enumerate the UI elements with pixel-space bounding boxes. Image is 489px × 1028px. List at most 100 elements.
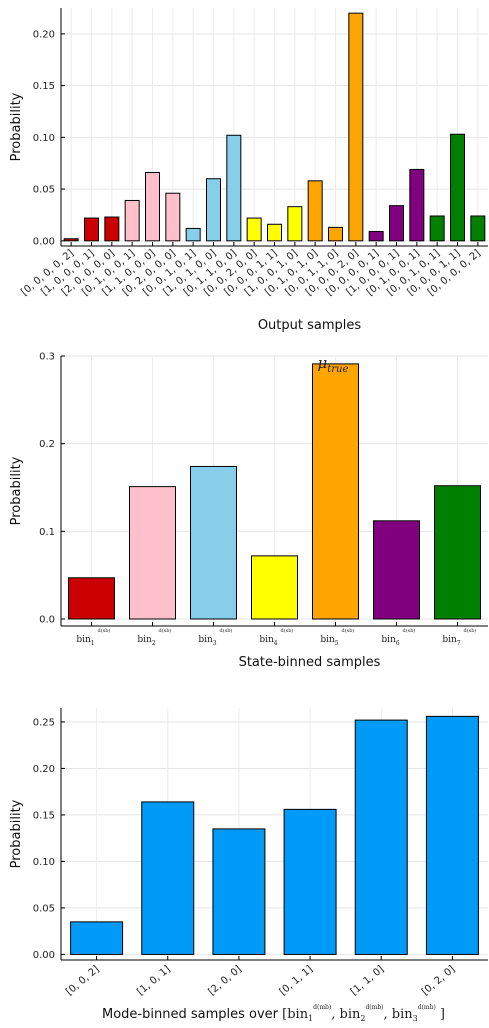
x-tick-label: bin7 (442, 635, 460, 647)
x-axis-math-index: 1 (308, 1014, 313, 1023)
mu-true-annotation: μtrue (318, 354, 349, 375)
y-tick-label: 0.15 (33, 81, 55, 92)
x-axis-math-prefix: bin (392, 1007, 413, 1022)
x-axis-title-text: Mode-binned samples over (102, 1007, 279, 1022)
bar-13 (307, 180, 323, 242)
x-axis-math-index: 2 (360, 1014, 365, 1023)
bar-3 (190, 465, 237, 620)
bar-1 (70, 921, 124, 955)
bar-5 (145, 172, 160, 242)
x-tick-label: bin2 (137, 635, 155, 647)
y-tick-label: 0.05 (33, 185, 55, 196)
x-axis-math-sep: ] (436, 1007, 445, 1022)
x-tick-superscript: d(sb) (403, 627, 416, 634)
x-axis-math-sup: d(mb) (313, 1004, 331, 1011)
bar-3 (212, 828, 266, 955)
bar-7 (185, 227, 201, 242)
x-axis-math-sup: d(mb) (365, 1004, 383, 1011)
y-tick-label: 0.2 (39, 439, 55, 450)
x-axis-title: State-binned samples (239, 655, 381, 670)
x-tick-prefix: bin (381, 635, 396, 645)
x-tick-label: [1, 1, 0] (349, 964, 386, 998)
x-axis-math-sep: , (331, 1007, 339, 1022)
x-tick-index: 1 (91, 640, 95, 647)
x-tick-index: 3 (213, 640, 217, 647)
mu-symbol: μ (318, 354, 328, 372)
x-axis-title: Output samples (258, 318, 362, 333)
y-axis-title: Probability (9, 92, 24, 161)
x-tick-superscript: d(sb) (281, 627, 294, 634)
x-tick-label: [2, 0, 0] (206, 964, 243, 998)
x-axis-math-prefix: bin (340, 1007, 361, 1022)
x-tick-label: bin3 (198, 635, 216, 647)
output-samples-panel: 0.000.050.100.150.20[0, 0, 0, 0, 2][1, 0… (9, 8, 488, 333)
y-tick-label: 0.15 (33, 810, 55, 821)
bar-21 (470, 215, 486, 242)
y-tick-label: 0.10 (33, 857, 55, 868)
x-tick-index: 2 (152, 640, 156, 647)
y-tick-label: 0.10 (33, 133, 55, 144)
y-tick-label: 0.25 (33, 717, 55, 728)
x-tick-prefix: bin (76, 635, 91, 645)
x-tick-superscript: d(sb) (220, 627, 233, 634)
x-tick-prefix: bin (442, 635, 457, 645)
x-tick-superscript: d(sb) (98, 627, 111, 634)
x-tick-label: bin1 (76, 635, 94, 647)
bar-11 (267, 223, 282, 242)
y-tick-label: 0.05 (33, 903, 55, 914)
bar-3 (104, 216, 120, 242)
bar-2 (141, 801, 195, 955)
y-tick-label: 0.00 (33, 236, 55, 247)
bar-9 (226, 134, 242, 242)
state-binned-panel: 0.00.10.20.3bin1d(sb)bin2d(sb)bin3d(sb)b… (9, 352, 488, 670)
x-tick-label: [1, 0, 1] (135, 964, 172, 998)
bar-18 (409, 168, 425, 242)
x-tick-label: bin4 (259, 635, 277, 647)
x-tick-superscript: d(sb) (159, 627, 172, 634)
bar-19 (429, 215, 445, 242)
y-tick-label: 0.0 (39, 614, 55, 625)
bar-20 (450, 133, 465, 242)
y-tick-label: 0.20 (33, 764, 55, 775)
y-axis-title: Probability (9, 799, 24, 868)
y-tick-label: 0.20 (33, 29, 55, 40)
x-axis-math-prefix: bin (287, 1007, 308, 1022)
x-axis-math-open: [ (278, 1007, 287, 1022)
x-tick-prefix: bin (320, 635, 335, 645)
bar-5 (312, 363, 359, 620)
bar-10 (246, 217, 262, 242)
x-axis-math-index: 3 (413, 1014, 418, 1023)
bar-4 (251, 555, 298, 620)
x-tick-prefix: bin (198, 635, 213, 645)
bar-5 (354, 719, 408, 955)
bar-2 (129, 486, 176, 620)
y-axis-title: Probability (9, 456, 24, 525)
x-axis-math-sup: d(mb) (418, 1004, 436, 1011)
x-tick-index: 6 (396, 640, 400, 647)
x-tick-index: 5 (335, 640, 339, 647)
x-tick-prefix: bin (137, 635, 152, 645)
bar-6 (165, 192, 181, 242)
bar-17 (389, 205, 404, 242)
bar-7 (434, 485, 481, 620)
bar-1 (63, 238, 79, 242)
bar-8 (206, 178, 221, 242)
x-axis-title: Mode-binned samples over [bin1d(mb), bin… (102, 1004, 445, 1023)
bar-6 (373, 520, 420, 620)
mu-subscript: true (327, 364, 348, 375)
x-tick-index: 7 (457, 640, 461, 647)
x-axis-math: [bin1d(mb), bin2d(mb), bin3d(mb) ] (278, 1004, 445, 1023)
mode-binned-panel: 0.00 0.05 0.10 0.15 0.20 0.25 [0, 0, 2] [1, 0, … (9, 708, 488, 1023)
x-tick-superscript: d(sb) (342, 627, 355, 634)
x-tick-superscript: d(sb) (464, 627, 477, 634)
bar-15 (348, 12, 364, 242)
bar-4 (124, 199, 140, 242)
x-tick-label: bin6 (381, 635, 399, 647)
bar-1 (68, 577, 115, 620)
x-axis-math-sep: , (384, 1007, 392, 1022)
bar-6 (425, 715, 479, 955)
x-tick-label: [0, 1, 1] (278, 964, 315, 998)
bar-2 (84, 217, 99, 242)
x-tick-label: bin5 (320, 635, 338, 647)
